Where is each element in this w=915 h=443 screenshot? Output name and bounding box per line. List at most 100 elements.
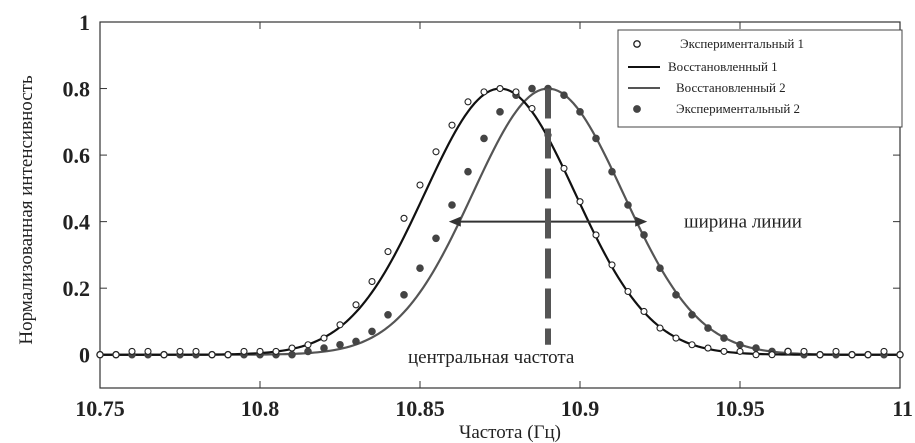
experimental-1-point [176,347,184,355]
experimental-1-point [848,351,856,359]
experimental-1-point [640,307,648,316]
experimental-1-point [96,351,104,359]
experimental-1-point [336,321,344,329]
experimental-2-point [720,334,728,342]
experimental-2-point [384,311,392,319]
linewidth-arrow-head-right [635,216,648,227]
experimental-1-point [624,287,632,296]
experimental-2-point [480,134,488,143]
experimental-2-point [368,327,376,336]
experimental-1-point [800,347,808,355]
experimental-1-point [144,347,152,355]
experimental-1-point [592,231,600,239]
experimental-1-point [448,121,456,129]
experimental-1-point [480,88,488,96]
experimental-1-point [128,347,136,355]
experimental-2-point [576,108,584,116]
experimental-1-point [832,347,840,355]
experimental-2-point [528,84,536,93]
experimental-1-point [736,347,744,355]
plot-area [99,21,901,389]
experimental-2-point [304,347,312,356]
experimental-1-point [864,351,872,359]
y-tick-label: 1 [79,10,90,35]
x-tick-label: 10.95 [715,396,765,421]
experimental-2-point [752,344,760,352]
experimental-1-point [784,347,792,355]
experimental-1-point [256,347,264,355]
experimental-1-point [704,344,712,352]
experimental-1-point [352,301,360,309]
x-axis-title: Частота (Гц) [459,422,561,443]
legend-marker-filled-circle [633,105,641,113]
annotation-layer: ширина линии центральная частота [408,88,802,368]
series-layer [96,84,904,359]
experimental-2-point [608,167,616,176]
experimental-1-point [816,351,824,359]
experimental-2-point [656,264,664,273]
experimental-1-point [288,344,296,352]
experimental-1-point [368,277,376,286]
experimental-2-point [288,350,296,359]
experimental-1-point [304,341,312,349]
experimental-1-point [400,214,408,222]
experimental-1-point [416,181,424,189]
experimental-2-point [688,311,696,319]
experimental-1-point [672,334,680,342]
plot-frame [99,21,901,389]
experimental-1-point [608,261,616,269]
x-tick-label: 10.8 [241,396,280,421]
experimental-1-point [768,351,776,359]
experimental-1-point [464,98,472,106]
experimental-1-point [272,347,280,355]
experimental-2-point [624,201,632,209]
experimental-1-point [656,324,664,332]
legend-box [617,29,903,128]
x-tick-label: 10.9 [561,396,600,421]
y-tick-label: 0.2 [63,276,91,301]
x-tick-label: 10.85 [395,396,445,421]
experimental-1-point [224,351,232,359]
experimental-2-point [736,340,744,349]
experimental-2-point [336,340,344,349]
experimental-1-point [720,347,728,355]
experimental-1-point [160,351,168,359]
y-tick-label: 0.6 [63,143,91,168]
y-tick-label: 0 [79,343,90,368]
experimental-1-point [112,351,120,359]
experimental-1-point [208,351,216,359]
legend-label-experimental-1: Экспериментальный 1 [680,36,804,51]
experimental-1-point [432,148,440,156]
axis-ticks: 10.75 10.8 10.85 10.9 10.95 11 0 0.2 0.4 0.6 0.8 1 [63,10,914,421]
experimental-2-point [448,201,456,209]
experimental-2-point [592,134,600,143]
experimental-2-point [672,291,680,299]
experimental-1-point [240,347,248,355]
y-axis-title: Нормализованная интенсивность [16,75,37,345]
experimental-2-point [704,324,712,332]
experimental-1-point [528,104,536,113]
linewidth-arrow-head-left [448,216,461,227]
experimental-1-point [752,351,760,359]
experimental-2-point [400,291,408,299]
experimental-1-point [320,334,328,342]
experimental-1-point [560,164,568,172]
y-tick-label: 0.8 [63,77,91,102]
legend-label-experimental-2: Экспериментальный 2 [676,101,800,116]
x-tick-label: 11 [892,396,913,421]
legend-label-reconstructed-1: Восстановленный 1 [668,59,778,74]
legend-label-reconstructed-2: Восстановленный 2 [676,80,786,95]
experimental-2-point [640,231,648,239]
experimental-2-point [432,234,440,243]
experimental-1-point [896,351,904,359]
experimental-1-point [576,198,584,206]
experimental-1-point [688,341,696,349]
experimental-1-point [880,347,888,355]
experimental-1-point [496,84,504,93]
center-frequency-label: центральная частота [408,347,575,368]
experimental-2-point [496,108,504,116]
experimental-1-point [384,248,392,256]
experimental-2-point [416,264,424,273]
legend: Экспериментальный 1 Восстановленный 1 Во… [617,29,903,128]
